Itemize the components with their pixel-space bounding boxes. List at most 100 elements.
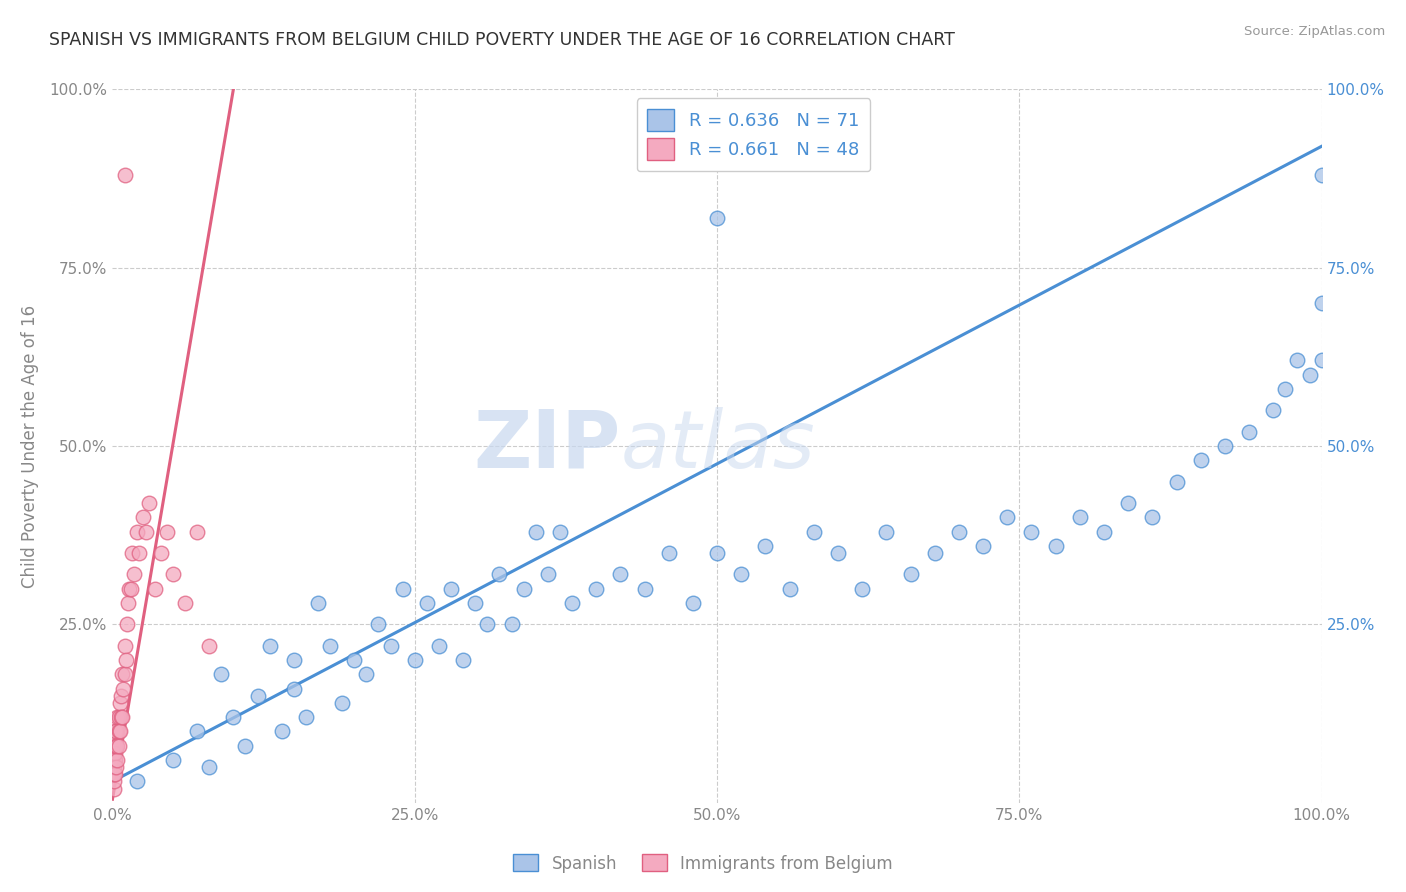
Point: [464, 596, 486, 610]
Point: [105, 760, 128, 774]
Point: [104, 724, 127, 739]
Point: [537, 567, 560, 582]
Point: [1310, 296, 1333, 310]
Text: Source: ZipAtlas.com: Source: ZipAtlas.com: [1244, 25, 1385, 38]
Point: [111, 667, 134, 681]
Point: [609, 567, 631, 582]
Point: [427, 639, 450, 653]
Point: [995, 510, 1018, 524]
Point: [488, 567, 510, 582]
Point: [174, 596, 197, 610]
Point: [156, 524, 179, 539]
Point: [149, 546, 172, 560]
Point: [104, 753, 127, 767]
Point: [524, 524, 547, 539]
Point: [138, 496, 160, 510]
Point: [827, 546, 849, 560]
Point: [103, 760, 125, 774]
Point: [110, 689, 132, 703]
Point: [112, 681, 135, 696]
Point: [105, 710, 128, 724]
Point: [1045, 539, 1067, 553]
Point: [356, 667, 378, 681]
Point: [198, 760, 221, 774]
Point: [107, 724, 129, 739]
Legend: Spanish, Immigrants from Belgium: Spanish, Immigrants from Belgium: [506, 847, 900, 880]
Point: [103, 753, 125, 767]
Point: [103, 774, 125, 789]
Point: [1298, 368, 1320, 382]
Point: [186, 524, 208, 539]
Point: [110, 710, 132, 724]
Point: [948, 524, 970, 539]
Point: [633, 582, 655, 596]
Point: [222, 710, 245, 724]
Point: [115, 617, 138, 632]
Point: [1237, 425, 1260, 439]
Point: [416, 596, 439, 610]
Point: [658, 546, 681, 560]
Point: [477, 617, 499, 632]
Point: [120, 582, 142, 596]
Point: [1310, 353, 1333, 368]
Point: [561, 596, 583, 610]
Point: [107, 739, 129, 753]
Point: [105, 724, 128, 739]
Point: [451, 653, 474, 667]
Point: [307, 596, 329, 610]
Point: [103, 781, 125, 796]
Point: [1069, 510, 1091, 524]
Y-axis label: Child Poverty Under the Age of 16: Child Poverty Under the Age of 16: [21, 304, 38, 588]
Point: [283, 653, 305, 667]
Point: [851, 582, 873, 596]
Legend: R = 0.636   N = 71, R = 0.661   N = 48: R = 0.636 N = 71, R = 0.661 N = 48: [637, 98, 870, 171]
Point: [391, 582, 413, 596]
Point: [1263, 403, 1285, 417]
Point: [706, 546, 728, 560]
Point: [1310, 168, 1333, 182]
Point: [114, 653, 136, 667]
Point: [125, 774, 148, 789]
Point: [104, 746, 127, 760]
Text: ZIP: ZIP: [472, 407, 620, 485]
Point: [1142, 510, 1164, 524]
Point: [162, 753, 184, 767]
Point: [512, 582, 534, 596]
Point: [319, 639, 342, 653]
Point: [924, 546, 946, 560]
Point: [270, 724, 292, 739]
Point: [754, 539, 776, 553]
Point: [404, 653, 426, 667]
Point: [104, 739, 127, 753]
Point: [135, 524, 157, 539]
Point: [162, 567, 184, 582]
Point: [114, 639, 136, 653]
Point: [246, 689, 269, 703]
Point: [1189, 453, 1212, 467]
Point: [118, 582, 141, 596]
Point: [104, 767, 127, 781]
Point: [1286, 353, 1309, 368]
Text: SPANISH VS IMMIGRANTS FROM BELGIUM CHILD POVERTY UNDER THE AGE OF 16 CORRELATION: SPANISH VS IMMIGRANTS FROM BELGIUM CHILD…: [49, 31, 955, 49]
Point: [501, 617, 523, 632]
Point: [1021, 524, 1043, 539]
Point: [1213, 439, 1236, 453]
Point: [128, 546, 150, 560]
Point: [186, 724, 208, 739]
Point: [330, 696, 353, 710]
Point: [105, 739, 128, 753]
Point: [1166, 475, 1188, 489]
Point: [132, 510, 155, 524]
Point: [972, 539, 994, 553]
Point: [900, 567, 922, 582]
Point: [875, 524, 897, 539]
Point: [125, 524, 148, 539]
Point: [108, 696, 131, 710]
Point: [548, 524, 571, 539]
Point: [380, 639, 402, 653]
Point: [107, 710, 129, 724]
Point: [1116, 496, 1139, 510]
Point: [440, 582, 463, 596]
Point: [706, 211, 728, 225]
Point: [343, 653, 366, 667]
